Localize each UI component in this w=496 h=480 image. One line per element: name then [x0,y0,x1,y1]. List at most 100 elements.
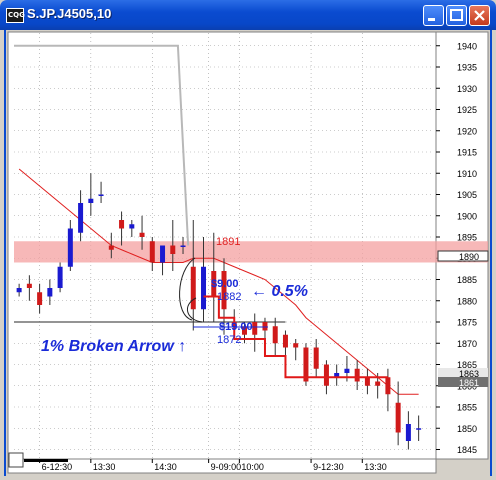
y-tick-label: 1850 [457,424,477,434]
candle-body [416,428,422,430]
annotations: 1891 $9.00 1882 ← 0.5% $19.00 1872 1% Br… [41,236,308,355]
x-tick-label: 6-12:30 [42,462,73,472]
candle-body [293,343,299,348]
y-tick-label: 1920 [457,126,477,136]
candle-body [16,288,22,293]
candle-body [354,368,360,382]
x-tick-label: 13:30 [364,462,387,472]
close-icon [474,10,485,21]
candle-body [78,203,84,233]
last-price-tag-1 [438,368,488,378]
candle-body [170,245,176,254]
x-tick-label: 9-12:30 [313,462,344,472]
candles [16,173,422,450]
y-tick-label: 1855 [457,403,477,413]
candle-body [375,381,381,386]
candle-body [385,377,391,395]
candle-body [323,364,329,386]
last-price-tag-2 [438,377,488,387]
trailing-stop-line [203,295,388,379]
y-tick-label: 1865 [457,360,477,370]
candle-body [211,271,217,297]
candle-body [221,271,227,310]
y-tick-label: 1915 [457,148,477,158]
candle-body [26,283,32,288]
y-tick-label: 1930 [457,84,477,94]
app-icon-text: CQG [8,11,25,19]
title-bar: CQG S.JP.J4505,10 [0,0,496,30]
maximize-button[interactable] [446,5,467,26]
minimize-icon [428,18,435,21]
candle-body [405,424,411,441]
last-price-tag-1-text: 1863 [459,369,479,379]
candle-body [252,322,258,335]
candle-body [47,288,53,297]
band-price-tag-text: 1890 [459,252,479,262]
candle-body [119,220,125,229]
y-tick-label: 1935 [457,63,477,73]
candle-body [201,266,207,310]
candle-body [395,402,401,433]
y-tick-label: 1925 [457,105,477,115]
candle-body [364,377,370,386]
y-tick-label: 1845 [457,445,477,455]
candle-body [282,334,288,348]
candle-body [98,194,104,196]
y-tick-label: 1880 [457,296,477,306]
time-axis-scrollbar[interactable] [24,459,68,462]
x-axis-ticks: 6-12:30 13:30 14:30 9-09:00 10:00 9-12:30 13:3… [39,459,387,472]
candle-body [88,198,94,203]
window-title: S.JP.J4505,10 [27,6,112,21]
candle-body [57,266,63,288]
candle-body [313,347,319,369]
y-tick-label: 1895 [457,233,477,243]
scroll-corner-box[interactable] [8,452,24,468]
candle-body [303,347,309,382]
candle-body [344,368,350,373]
price-annotation-1872: 1872 [217,334,241,346]
close-button[interactable] [469,5,490,26]
candle-body [160,245,166,263]
app-icon: CQG [6,8,25,23]
candle-body [241,326,247,335]
y-tick-label: 1900 [457,211,477,221]
candle-body [129,224,135,229]
resistance-band [14,241,488,263]
candle-body [67,228,73,267]
percent-annotation: ← 0.5% [251,283,308,300]
x-tick-label: 10:00 [241,462,264,472]
y-tick-label: 1905 [457,190,477,200]
last-price-tag-2-text: 1861 [459,378,479,388]
chart-window: 1845185018551860186518701875188018851890… [4,30,492,476]
candle-body [139,232,145,237]
bracket-curve-lower [187,297,203,323]
level-1891-label: 1891 [216,236,240,248]
time-axis [7,458,437,474]
minimize-button[interactable] [423,5,444,26]
maximize-icon [450,9,463,21]
band-price-tag [437,250,489,262]
x-tick-label: 14:30 [154,462,177,472]
price-tags: 1890 1863 1861 [437,250,489,388]
price-annotation-1882-top: $9.00 [211,278,239,290]
y-tick-label: 1885 [457,275,477,285]
candle-body [190,266,196,310]
candle-body [180,245,186,247]
price-chart[interactable]: 1845185018551860186518701875188018851890… [6,30,490,476]
price-annotation-1872-top: $19.00 [219,321,253,333]
x-tick-label: 13:30 [93,462,116,472]
candle-body [37,292,43,305]
moving-average-line [18,168,419,395]
candle-body [334,373,340,378]
broken-arrow-label: 1% Broken Arrow ↑ [41,338,186,355]
candle-body [149,241,155,263]
price-annotation-1882: 1882 [217,291,241,303]
y-tick-label: 1870 [457,339,477,349]
bracket-curve-upper [179,257,196,321]
y-tick-label: 1875 [457,318,477,328]
y-tick-label: 1940 [457,41,477,51]
gray-stop-line [14,44,190,246]
x-tick-label: 9-09:00 [211,462,242,472]
y-tick-label: 1910 [457,169,477,179]
candle-body [272,326,278,344]
